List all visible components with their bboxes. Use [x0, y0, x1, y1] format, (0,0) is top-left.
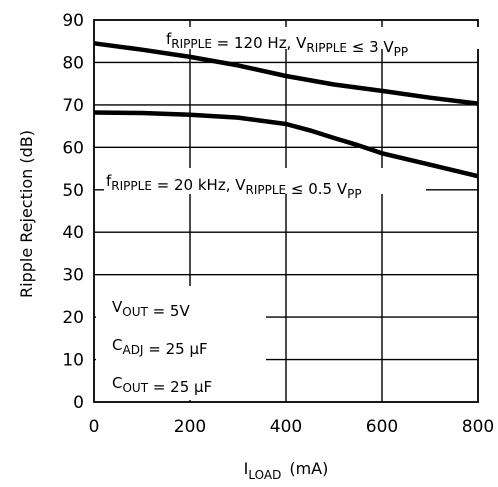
- top-annotation-bg: [164, 27, 482, 49]
- y-tick-label: 90: [62, 11, 84, 31]
- conditions-box-bg: [96, 286, 266, 400]
- series-line-1: [93, 41, 479, 106]
- x-tick-label: 200: [174, 417, 206, 437]
- condition-vout: VOUT = 5V: [112, 298, 190, 320]
- y-tick-label: 80: [62, 53, 84, 73]
- x-tick-label: 800: [462, 417, 494, 437]
- annotation-20khz: fRIPPLE = 20 kHz, VRIPPLE ≤ 0.5 VPP: [106, 172, 362, 201]
- y-tick-label: 20: [62, 308, 84, 328]
- y-tick-label: 70: [62, 96, 84, 116]
- x-tick-label: 0: [89, 417, 100, 437]
- tick-labels: 0 10 20 30 40 50 60 70 80 90 0 200 400 600 800: [62, 11, 494, 437]
- y-tick-label: 10: [62, 351, 84, 371]
- plot-frame: [93, 19, 479, 403]
- y-tick-label: 50: [62, 181, 84, 201]
- bottom-annotation-bg: [104, 168, 426, 194]
- condition-cadj: CADJ = 25 μF: [112, 336, 208, 358]
- x-axis-label: ILOAD (mA): [244, 459, 329, 482]
- y-tick-label: 0: [73, 393, 84, 413]
- y-tick-label: 60: [62, 138, 84, 158]
- condition-cout: COUT = 25 μF: [112, 374, 212, 396]
- x-tick-label: 400: [270, 417, 302, 437]
- y-tick-label: 40: [62, 223, 84, 243]
- series-line-2: [93, 110, 479, 179]
- x-tick-label: 600: [366, 417, 398, 437]
- annotation-120hz: fRIPPLE = 120 Hz, VRIPPLE ≤ 3 VPP: [166, 30, 408, 59]
- y-axis-label: Ripple Rejection (dB): [17, 130, 36, 298]
- y-tick-label: 30: [62, 266, 84, 286]
- series-group: [93, 41, 479, 179]
- plot-border: [93, 19, 479, 403]
